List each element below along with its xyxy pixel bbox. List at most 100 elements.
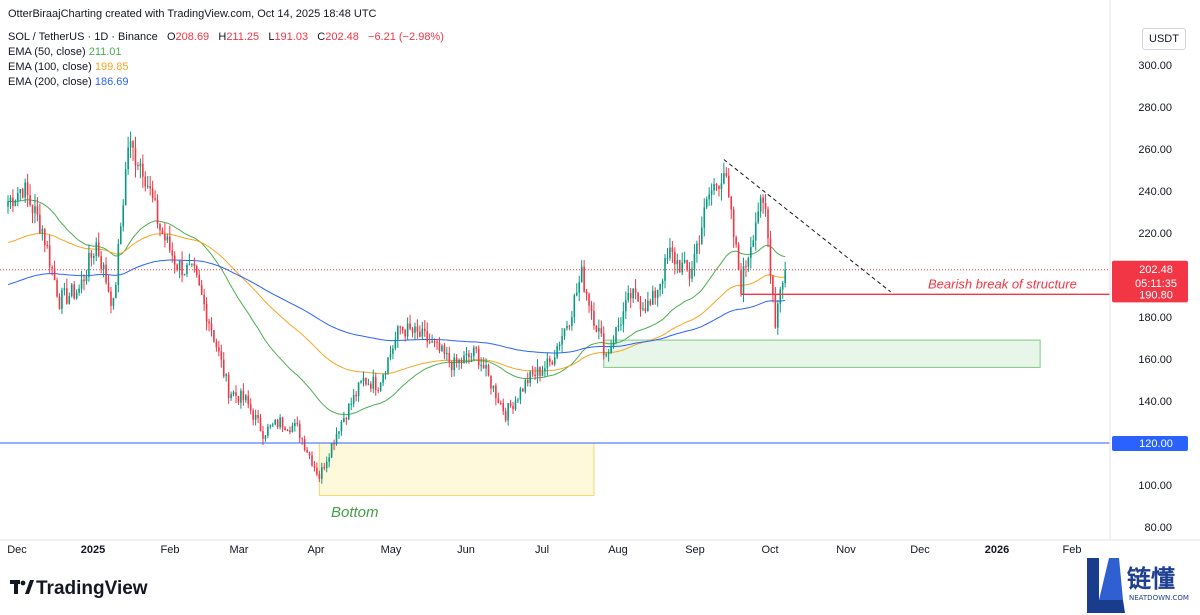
candle-body [178, 260, 181, 271]
candle-body [271, 424, 274, 426]
candle-body [276, 420, 279, 428]
candle [129, 131, 132, 158]
candle [563, 328, 566, 340]
candle-body [389, 353, 392, 358]
candle-body [41, 228, 44, 234]
candle-body [213, 330, 215, 342]
candle-body [534, 374, 536, 377]
candle [19, 189, 22, 201]
tradingview-mark-icon [10, 578, 36, 600]
candle [541, 365, 544, 377]
candle [134, 136, 137, 178]
currency-button[interactable]: USDT [1142, 28, 1186, 50]
candle-body [387, 357, 389, 374]
candle [595, 325, 598, 333]
candle [220, 344, 223, 368]
candle [56, 277, 58, 298]
candle-body [43, 228, 46, 246]
candle-body [230, 394, 232, 399]
candle [757, 202, 759, 225]
candle [321, 462, 323, 484]
candle-body [406, 323, 409, 337]
candle-body [347, 404, 350, 420]
candle-body [644, 308, 647, 312]
bos-price-tag: 190.80 [1139, 289, 1173, 301]
legend-ema200-row[interactable]: EMA (200, close) 186.69 [8, 75, 444, 90]
candle [195, 264, 198, 278]
candle [556, 343, 558, 360]
candle-body [536, 367, 539, 377]
candle [585, 288, 588, 301]
candle [301, 437, 303, 445]
candle-body [772, 276, 774, 295]
candle [436, 339, 438, 350]
candle [669, 238, 671, 261]
candle [446, 346, 448, 361]
candle-body [7, 201, 9, 207]
candle [286, 429, 289, 432]
y-tick-label: 140.00 [1138, 396, 1172, 408]
candle-body [303, 439, 306, 451]
candle [178, 260, 181, 279]
candle [583, 260, 585, 293]
candle [222, 352, 225, 379]
candle-body [75, 292, 78, 299]
candle [539, 366, 541, 382]
candle [735, 235, 737, 248]
candle [93, 253, 95, 265]
candle-body [455, 357, 458, 363]
candle-body [421, 328, 424, 337]
candle [198, 270, 201, 286]
candle-body [696, 243, 698, 254]
candle-body [39, 214, 41, 234]
candle-body [338, 431, 340, 434]
tradingview-logo[interactable]: TradingView [10, 578, 148, 600]
candle [512, 401, 514, 415]
candle [88, 244, 90, 282]
candle-body [595, 325, 598, 332]
candle [703, 198, 706, 237]
candle [245, 393, 247, 403]
candle-body [784, 269, 786, 284]
legend-ema50-label: EMA (50, close) [8, 46, 86, 58]
candle [225, 372, 227, 382]
candle [387, 357, 389, 375]
candle [458, 358, 460, 370]
legend-symbol-row[interactable]: SOL / TetherUS · 1D · Binance O208.69 H2… [8, 30, 444, 45]
candle-body [372, 376, 375, 389]
candle [482, 357, 485, 369]
candle [490, 375, 492, 395]
candle [399, 325, 402, 335]
candle [568, 324, 571, 331]
candle [333, 439, 335, 451]
candle-body [53, 268, 56, 281]
candle-body [215, 341, 218, 348]
candle-body [164, 233, 166, 241]
candle-body [93, 256, 95, 258]
tradingview-wordmark: TradingView [36, 578, 148, 599]
candle-body [669, 247, 671, 258]
candle-body [166, 236, 169, 241]
candle-body [485, 365, 487, 369]
candle [7, 195, 9, 214]
candle-body [561, 336, 563, 345]
legend-ema50-row[interactable]: EMA (50, close) 211.01 [8, 45, 444, 60]
candle [95, 237, 98, 262]
candle-body [159, 223, 161, 231]
y-tick-label: 300.00 [1138, 60, 1172, 72]
candle-body [242, 390, 245, 401]
candle-body [477, 348, 480, 366]
candle [102, 262, 105, 278]
candle-body [419, 331, 421, 337]
candle-body [759, 197, 762, 212]
candle [63, 282, 66, 296]
candle-body [678, 260, 681, 273]
candle [674, 247, 676, 275]
candle-body [487, 365, 490, 376]
legend-ema100-row[interactable]: EMA (100, close) 199.85 [8, 60, 444, 75]
candle-body [102, 264, 105, 270]
candle-body [222, 359, 225, 377]
y-tick-label: 80.00 [1144, 522, 1172, 534]
candle-body [502, 403, 505, 412]
